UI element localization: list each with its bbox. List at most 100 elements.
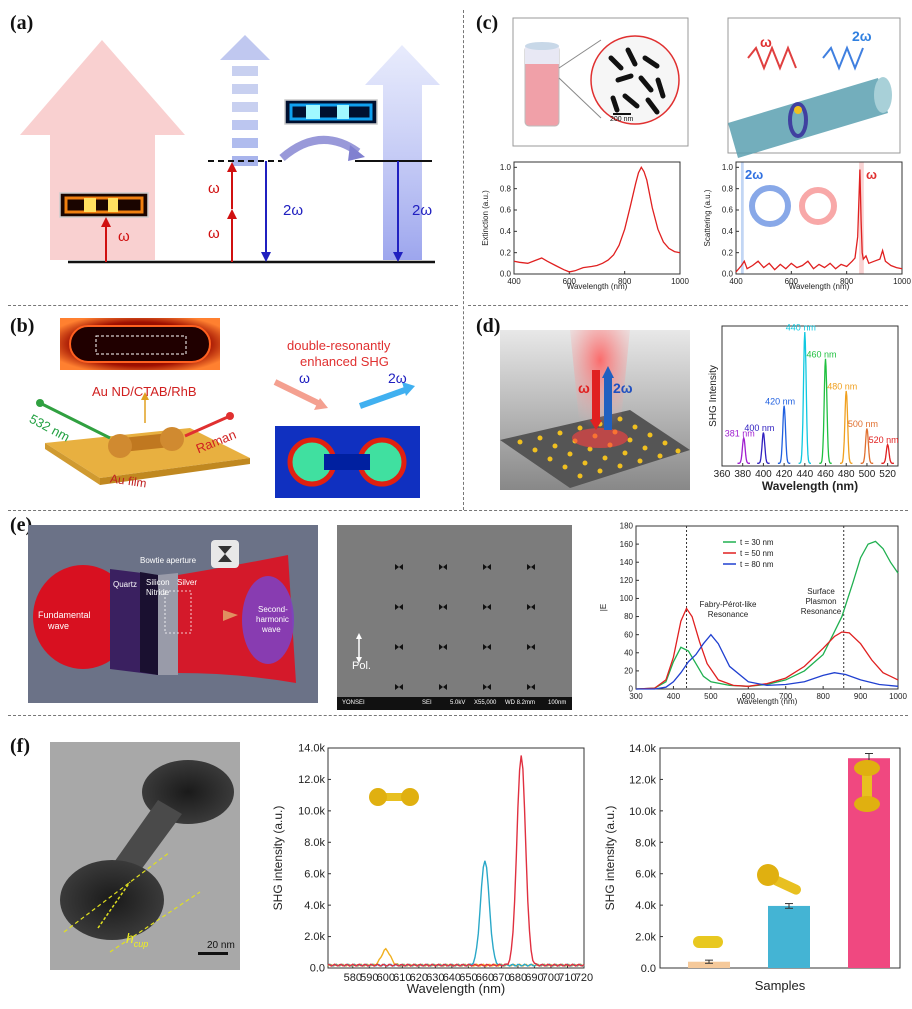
- bowtie-aperture: [531, 684, 535, 690]
- series-420: [777, 405, 791, 464]
- x-axis-label: Wavelength (nm): [789, 282, 850, 291]
- x-tick-label: 300: [629, 692, 643, 701]
- x-tick-label: 380: [734, 469, 751, 480]
- series-1: [635, 607, 899, 690]
- legend-label: t = 80 nm: [740, 560, 774, 569]
- x-tick-label: 500: [704, 692, 718, 701]
- x-tick-label: 720: [575, 972, 593, 984]
- x-tick-label: 620: [410, 972, 428, 984]
- omega-label-c2: ω: [866, 167, 877, 182]
- y-axis-label: Scattering (a.u.): [703, 189, 712, 246]
- x-axis-label: Wavelength (nm): [762, 479, 858, 493]
- omega-label-b: ω: [299, 370, 310, 386]
- nanodumbbell-half-icon: [771, 875, 801, 895]
- y-tick-label: 4.0k: [635, 900, 656, 912]
- bowtie-aperture: [395, 564, 399, 570]
- panel-d-metasurface: [500, 330, 690, 490]
- bowtie-aperture: [487, 684, 491, 690]
- panel-c-schematic-vial: [512, 17, 689, 147]
- x-tick-label: 500: [859, 469, 876, 480]
- bowtie-aperture: [399, 564, 403, 570]
- nanomushroom-cap-top: [854, 760, 880, 776]
- pol-arrow-head-up: [356, 633, 362, 639]
- x-tick-label: 610: [393, 972, 411, 984]
- y-tick-label: 0: [629, 685, 634, 694]
- hcup-symbol: h: [126, 930, 134, 946]
- y-tick-label: 6.0k: [304, 868, 325, 880]
- bowtie-aperture: [439, 564, 443, 570]
- nanomushroom-cap-bottom: [854, 796, 880, 812]
- x-tick-label: 400: [667, 692, 681, 701]
- laser-beam-532: [39, 401, 111, 440]
- panel-label-d: (d): [476, 315, 501, 337]
- bowtie-aperture: [527, 564, 531, 570]
- silicon-nitride-label-1: Silicon: [146, 578, 170, 587]
- y-tick-label: 8.0k: [304, 837, 325, 849]
- series-460: [819, 358, 832, 464]
- x-tick-label: 600: [563, 277, 577, 286]
- x-tick-label: 1000: [893, 277, 911, 286]
- bowtie-aperture: [487, 564, 491, 570]
- bowtie-aperture: [483, 684, 487, 690]
- sem-footer-6: 100nm: [548, 700, 567, 706]
- pol-arrow-head-down: [356, 657, 362, 663]
- bar-0: [688, 961, 730, 968]
- title-line2-b: enhanced SHG: [300, 354, 389, 369]
- panel-label-c: (c): [476, 12, 499, 34]
- divider-a-b: [8, 305, 458, 306]
- x-tick-label: 420: [776, 469, 793, 480]
- y-tick-label: 20: [624, 667, 633, 676]
- solid-blue-wide-arrow: [365, 45, 440, 260]
- sem-footer-5: WD 8.2mm: [505, 700, 535, 706]
- x-tick-label: 660: [476, 972, 494, 984]
- y-tick-label: 40: [624, 648, 633, 657]
- two-omega-label-a1: 2ω: [283, 202, 304, 219]
- bowtie-label: Bowtie aperture: [140, 556, 197, 565]
- chart-e-field: 300 400 500 600 700 800 900 1000 0 20 40 60 80 100 120…: [599, 522, 907, 706]
- two-omega-label-d: 2ω: [613, 380, 633, 396]
- y-tick-label: 0.8: [500, 184, 512, 193]
- series-2: [636, 633, 899, 690]
- annotation-sp-2: Plasmon: [805, 597, 836, 606]
- y-axis-label: SHG Intensity: [708, 365, 719, 427]
- bowtie-aperture: [395, 684, 399, 690]
- divider-vertical-top: [463, 10, 464, 510]
- y-tick-label: 140: [620, 558, 634, 567]
- x-tick-label: 1000: [671, 277, 689, 286]
- y-axis-label: |E: [599, 604, 608, 611]
- ring-2omega: [749, 185, 791, 227]
- scale-bar-c: 200 nm: [610, 116, 634, 123]
- annotation-sp-3: Resonance: [801, 607, 842, 616]
- y-tick-label: 10.0k: [629, 806, 656, 818]
- scale-bar-f: 20 nm: [207, 940, 235, 951]
- x-tick-label: 400: [729, 277, 743, 286]
- quartz-label: Quartz: [113, 580, 138, 589]
- omega-label-a2: ω: [208, 225, 220, 242]
- bowtie-aperture: [527, 644, 531, 650]
- y-tick-label: 1.0: [500, 163, 512, 172]
- y-tick-label: 0.6: [500, 206, 512, 215]
- y-tick-label: 12.0k: [629, 774, 656, 786]
- y-tick-label: 2.0k: [304, 931, 325, 943]
- x-tick-label: 1000: [889, 692, 907, 701]
- x-tick-label: 710: [558, 972, 576, 984]
- raman-beam: [184, 414, 231, 438]
- y-tick-label: 0.8: [722, 184, 734, 193]
- second-harmonic-label-1: Second-: [258, 605, 288, 614]
- series-label-381: 381 nm: [725, 429, 755, 439]
- y-tick-label: 0.4: [722, 227, 734, 236]
- x-tick-label: 590: [360, 972, 378, 984]
- annotation-fp-1: Fabry-Pérot-like: [700, 600, 757, 609]
- title-line1-b: double-resonantly: [287, 338, 391, 353]
- y-tick-label: 14.0k: [298, 743, 325, 755]
- annotation-sp-1: Surface: [807, 587, 835, 596]
- bowtie-aperture: [527, 604, 531, 610]
- x-tick-label: 360: [714, 469, 731, 480]
- plot-frame: [721, 325, 899, 467]
- x-tick-label: 690: [525, 972, 543, 984]
- silver-label: Silver: [177, 578, 198, 587]
- gold-film: [45, 428, 250, 478]
- sample-label-b: Au ND/CTAB/RhB: [92, 384, 197, 399]
- two-omega-label-c1: 2ω: [852, 28, 872, 44]
